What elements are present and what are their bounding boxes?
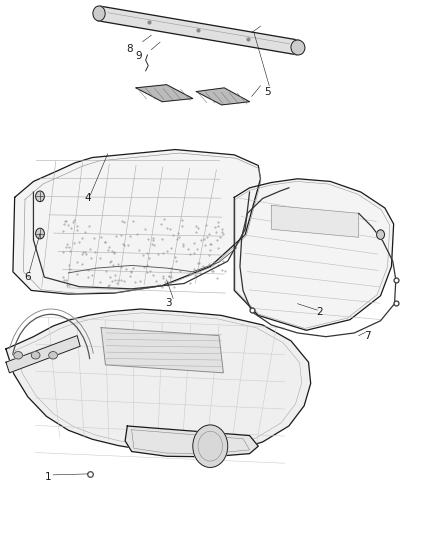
Text: 3: 3: [166, 297, 172, 308]
Text: 5: 5: [264, 87, 270, 97]
Polygon shape: [6, 336, 80, 373]
Ellipse shape: [93, 6, 105, 21]
Circle shape: [377, 230, 385, 239]
Text: 9: 9: [135, 51, 141, 61]
Polygon shape: [196, 88, 250, 105]
Ellipse shape: [14, 352, 22, 359]
Polygon shape: [13, 150, 261, 294]
Polygon shape: [125, 426, 258, 457]
Circle shape: [35, 228, 44, 239]
Circle shape: [193, 425, 228, 467]
Text: 8: 8: [126, 44, 133, 53]
Text: 2: 2: [316, 306, 323, 317]
Text: 6: 6: [25, 272, 31, 282]
Polygon shape: [101, 328, 223, 373]
Polygon shape: [272, 205, 359, 237]
Polygon shape: [234, 179, 394, 330]
Circle shape: [35, 191, 44, 201]
Polygon shape: [98, 6, 299, 55]
Ellipse shape: [49, 352, 57, 359]
Ellipse shape: [31, 352, 40, 359]
Ellipse shape: [291, 40, 305, 55]
Polygon shape: [6, 309, 311, 455]
Text: 1: 1: [45, 472, 51, 482]
Text: 7: 7: [364, 330, 371, 341]
Text: 4: 4: [85, 193, 92, 204]
Polygon shape: [136, 85, 193, 102]
